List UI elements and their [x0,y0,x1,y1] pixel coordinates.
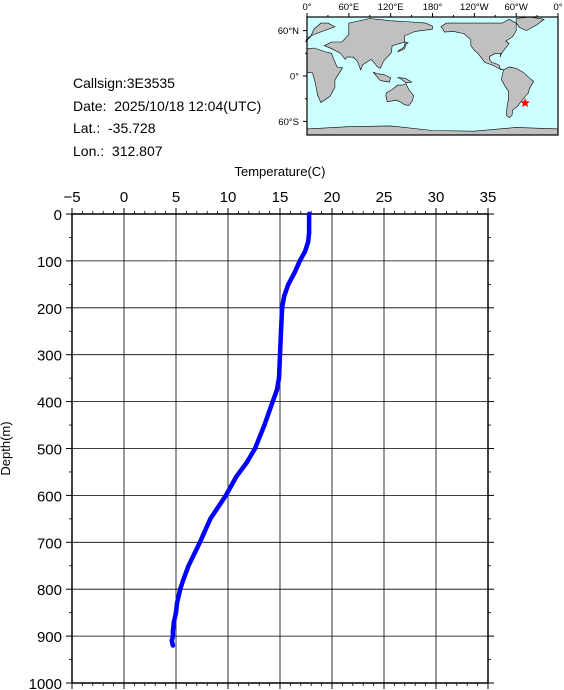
profile-point-18 [234,474,239,479]
x-tick-label-3: 10 [220,189,237,206]
profile-point-20 [208,516,213,522]
profile-point-13 [274,387,280,393]
x-tick-label-5: 20 [324,189,341,206]
profile-point-29 [170,633,176,639]
x-tick-label-1: 0 [120,189,128,206]
longitude-text: Lon.: 312.807 [73,142,163,159]
map-lon-label-4: 120°W [460,2,489,13]
y-tick-label-0: 0 [54,207,62,224]
float-info-block: Callsign:3E3535 Date: 2025/10/18 12:04(U… [73,72,261,162]
map-lon-label-6: 0° [553,2,562,13]
profile-point-24 [178,587,183,592]
map-lat-label-2: 60°S [278,117,299,128]
x-axis-title: Temperature(C) [234,164,325,179]
map-landmass-1 [306,47,344,103]
profile-point-11 [277,352,283,357]
y-tick-label-10: 1000 [29,676,62,690]
profile-point-17 [244,460,249,465]
star-icon [520,98,530,108]
map-lon-label-0: 0° [302,2,311,13]
y-tick-label-8: 800 [37,582,62,599]
y-tick-label-5: 500 [37,442,62,459]
profile-point-2 [306,230,312,235]
profile-point-21 [197,540,203,545]
profile-point-0 [306,211,312,217]
map-lat-label-1: 0° [290,72,299,83]
map-lon-label-5: 60°W [504,2,527,13]
map-landmass-2 [323,18,433,71]
x-tick-label-4: 15 [272,189,289,206]
x-tick-label-6: 25 [376,189,393,206]
y-tick-label-6: 600 [37,488,62,505]
y-tick-label-3: 300 [37,348,62,365]
map-landmass-5 [385,83,415,106]
map-landmass-0 [305,22,336,43]
profile-point-25 [174,601,180,606]
x-tick-label-8: 35 [480,189,497,206]
y-tick-label-1: 100 [37,254,62,271]
profile-point-15 [262,422,267,428]
x-tick-label-2: 5 [172,189,180,206]
temperature-profile-line [169,211,312,648]
profile-point-5 [297,258,302,264]
profile-point-26 [173,610,179,615]
map-lat-label-0: 60°N [278,26,299,37]
map-lon-label-3: 180° [423,2,443,13]
map-landmass-6 [397,41,409,53]
profile-point-27 [171,619,177,625]
profile-point-9 [279,305,285,310]
profile-point-16 [252,446,258,451]
profile-point-19 [223,493,229,498]
y-tick-label-9: 900 [37,629,62,646]
profile-point-7 [286,282,291,287]
profile-point-4 [302,249,308,254]
profile-point-23 [181,577,186,582]
profile-point-30 [169,638,174,643]
map-landmass-3 [372,71,392,83]
x-tick-label-7: 30 [428,189,445,206]
profile-point-14 [270,399,275,404]
y-tick-label-4: 400 [37,395,62,412]
latitude-text: Lat.: -35.728 [73,120,156,136]
profile-point-3 [305,239,311,245]
profile-point-31 [170,643,176,648]
date-text: Date: 2025/10/18 12:04(UTC) [73,97,262,114]
map-landmass-4 [397,77,413,84]
profile-point-10 [278,329,284,334]
y-axis-title: Depth(m) [0,421,13,475]
profile-point-28 [170,629,176,634]
map-lon-label-2: 120°E [378,2,404,13]
map-landmass-7 [440,18,517,71]
profile-point-1 [306,221,312,226]
x-tick-label-0: −5 [63,189,80,206]
profile-point-6 [292,270,297,275]
map-lon-label-1: 60°E [338,2,359,13]
profile-point-12 [276,375,282,381]
y-tick-label-2: 200 [37,301,62,318]
map-landmass-9 [501,66,534,118]
y-tick-label-7: 700 [37,535,62,552]
profile-point-22 [186,563,191,568]
callsign-text: Callsign:3E3535 [73,75,175,91]
profile-point-8 [282,293,287,299]
